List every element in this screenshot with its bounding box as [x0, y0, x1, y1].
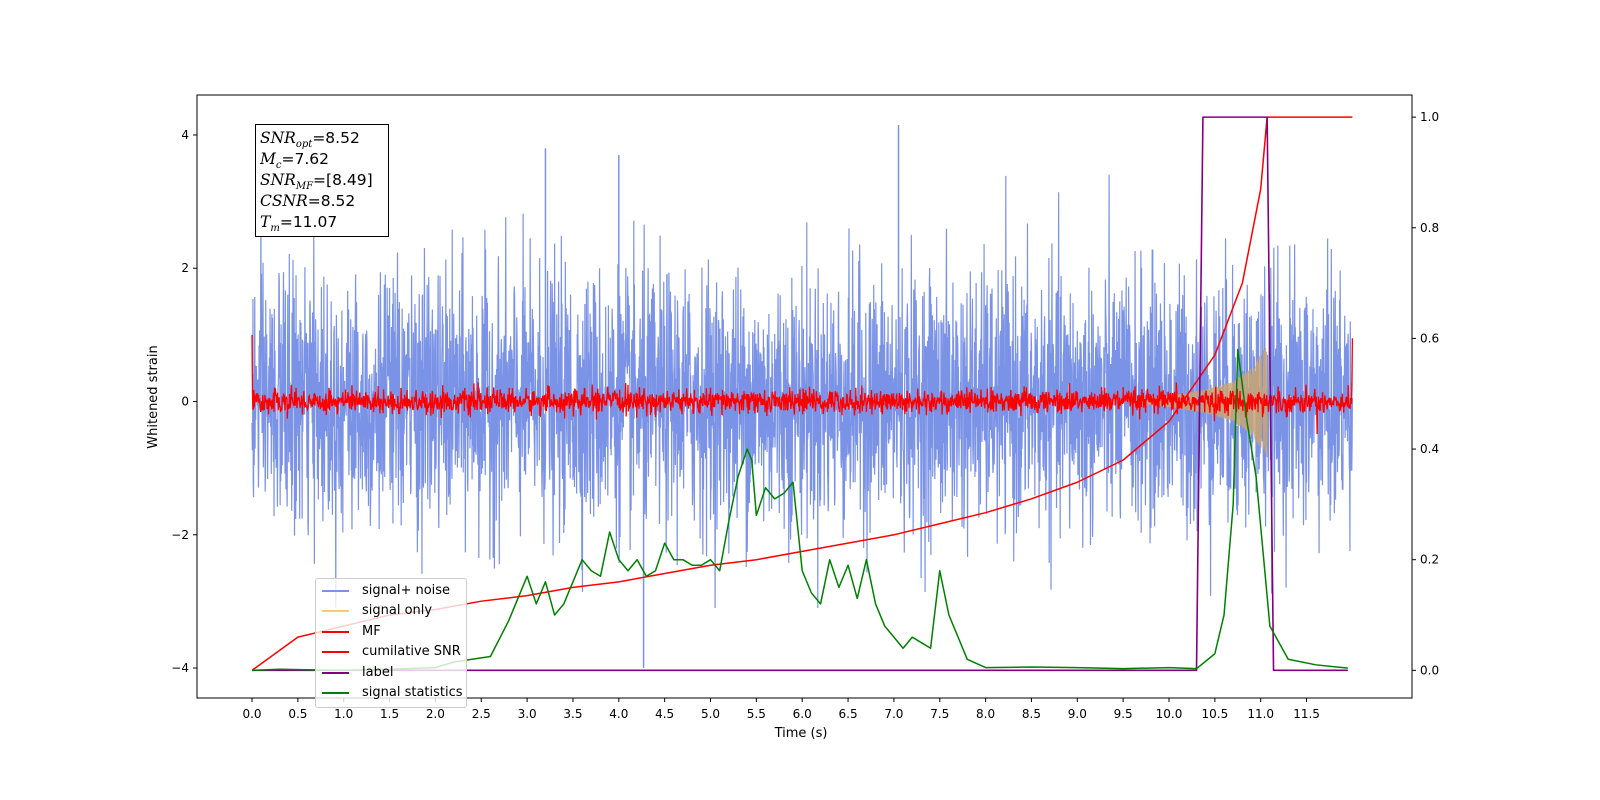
plot-frame [196, 94, 1413, 699]
x-tick-label: 8.0 [976, 707, 995, 721]
x-tick-label: 1.0 [334, 707, 353, 721]
x-tick-label: 10.5 [1201, 707, 1228, 721]
legend-label: label [362, 665, 394, 680]
y-left-tick-label: −2 [171, 528, 189, 542]
x-tick-label: 9.5 [1114, 707, 1133, 721]
y-left-tick-label: 4 [181, 128, 189, 142]
snr-annotation-box: SNRopt=8.52 Mc=7.62 SNRMF=[8.49] CSNR=8.… [255, 124, 389, 237]
legend-label: signal statistics [362, 685, 463, 700]
y-right-tick-label: 0.0 [1420, 663, 1439, 677]
x-tick-label: 5.0 [701, 707, 720, 721]
y-right-tick-label: 0.6 [1420, 331, 1439, 345]
mf-line [251, 334, 1354, 434]
legend-label: cumilative SNR [362, 644, 461, 659]
x-tick-label: 2.5 [472, 707, 491, 721]
legend-swatch [322, 651, 349, 653]
x-tick-label: 8.5 [1022, 707, 1041, 721]
mf-series [251, 334, 1354, 434]
x-tick-label: 5.5 [747, 707, 766, 721]
tm-line: Tm=11.07 [260, 213, 338, 235]
x-tick-label: 7.0 [884, 707, 903, 721]
x-tick-label: 11.0 [1247, 707, 1274, 721]
y-axis-right-ticks: 1.0 0.8 0.6 0.4 0.2 0.0 [1412, 110, 1439, 677]
mc-line: Mc=7.62 [260, 150, 329, 172]
y-left-tick-label: 0 [181, 394, 189, 408]
x-axis-ticks: 0.0 0.5 1.0 1.5 2.0 2.5 3.0 3.5 4.0 4.5 5.0 5.5 6.0 6… [242, 698, 1320, 721]
snr-mf-line: SNRMF=[8.49] [260, 171, 373, 193]
x-tick-label: 4.0 [609, 707, 628, 721]
chart-legend: signal+ noise signal only MF cumilative … [315, 578, 467, 708]
x-tick-label: 10.0 [1156, 707, 1183, 721]
legend-swatch [322, 610, 349, 612]
y-left-tick-label: −4 [171, 661, 189, 675]
x-tick-label: 7.5 [930, 707, 949, 721]
snr-opt-line: SNRopt=8.52 [260, 129, 360, 151]
legend-label: MF [362, 624, 381, 639]
y-right-tick-label: 0.4 [1420, 442, 1439, 456]
y-left-tick-label: 2 [181, 261, 189, 275]
x-axis-label: Time (s) [774, 726, 828, 741]
label-line [252, 116, 1348, 672]
x-tick-label: 9.0 [1068, 707, 1087, 721]
signal-noise-line [251, 174, 1353, 609]
x-tick-label: 11.5 [1293, 707, 1320, 721]
x-tick-label: 0.0 [242, 707, 261, 721]
x-tick-label: 0.5 [288, 707, 307, 721]
y-right-tick-label: 0.2 [1420, 553, 1439, 567]
legend-swatch [322, 692, 349, 694]
x-tick-label: 4.5 [655, 707, 674, 721]
x-tick-label: 3.0 [518, 707, 537, 721]
x-tick-label: 6.0 [793, 707, 812, 721]
legend-label: signal only [362, 603, 433, 618]
x-tick-label: 2.0 [426, 707, 445, 721]
legend-swatch [322, 631, 349, 633]
x-tick-label: 3.5 [563, 707, 582, 721]
y-axis-left-ticks: 4 2 0 −2 −4 [171, 128, 197, 675]
x-tick-label: 6.5 [839, 707, 858, 721]
y-right-tick-label: 0.8 [1420, 221, 1439, 235]
x-tick-label: 1.5 [380, 707, 399, 721]
legend-label: signal+ noise [362, 583, 451, 598]
legend-swatch [322, 590, 349, 592]
legend-swatch [322, 672, 349, 674]
signal-statistics-line [251, 348, 1348, 672]
csnr-line: CSNR=8.52 [260, 192, 356, 210]
y-axis-left-label: Whitened strain [146, 345, 161, 448]
y-right-tick-label: 1.0 [1420, 110, 1439, 124]
